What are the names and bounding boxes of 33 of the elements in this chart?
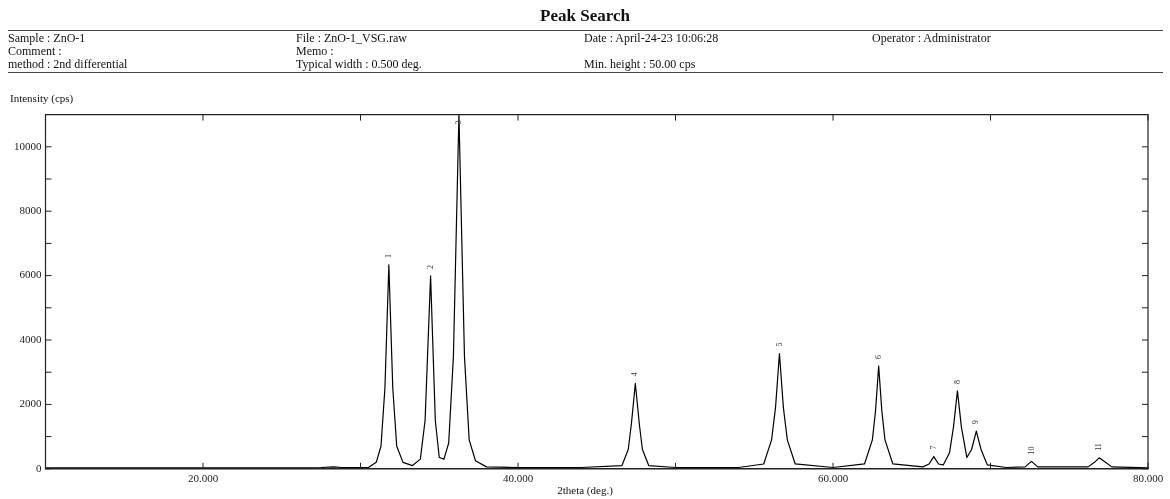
annotation: 6: [873, 355, 883, 360]
x-tick-label: 80.000: [1132, 472, 1164, 485]
text: Comment :: [8, 44, 63, 58]
y-tick-label: 0: [36, 461, 42, 474]
y-tick-label: 6000: [19, 268, 42, 281]
annotation: 8: [952, 379, 962, 384]
annotation: 7: [928, 445, 938, 450]
y-tick-label: 2000: [19, 397, 42, 410]
text: Typical width : 0.500 deg.: [296, 57, 423, 71]
annotation: 1: [383, 253, 393, 258]
y-tick-label: 8000: [19, 204, 42, 217]
text: method : 2nd differential: [8, 57, 129, 71]
annotation: 5: [774, 342, 784, 347]
x-tick-label: 60.000: [817, 472, 849, 485]
text: File : ZnO-1_VSG.raw: [296, 31, 408, 45]
y-axis-title: Intensity (cps): [10, 92, 74, 104]
text: Date : April-24-23 10:06:28: [584, 31, 720, 45]
text: Sample : ZnO-1: [8, 31, 87, 45]
text: Operator : Administrator: [872, 31, 992, 45]
text: Memo :: [296, 44, 335, 58]
annotation: 11: [1094, 443, 1104, 451]
x-tick-label: 20.000: [187, 472, 219, 485]
x-tick-label: 40.000: [502, 472, 534, 485]
annotation: 10: [1026, 446, 1036, 455]
chart-title: Peak Search: [539, 6, 631, 26]
y-tick-label: 4000: [19, 332, 42, 345]
annotation: 4: [630, 372, 640, 377]
annotation: 3: [454, 120, 464, 125]
x-axis-title: 2theta (deg.): [556, 484, 614, 496]
annotation: 2: [425, 264, 435, 269]
annotation: 9: [971, 420, 981, 425]
text: Min. height : 50.00 cps: [584, 57, 697, 71]
y-tick-label: 10000: [14, 139, 42, 152]
